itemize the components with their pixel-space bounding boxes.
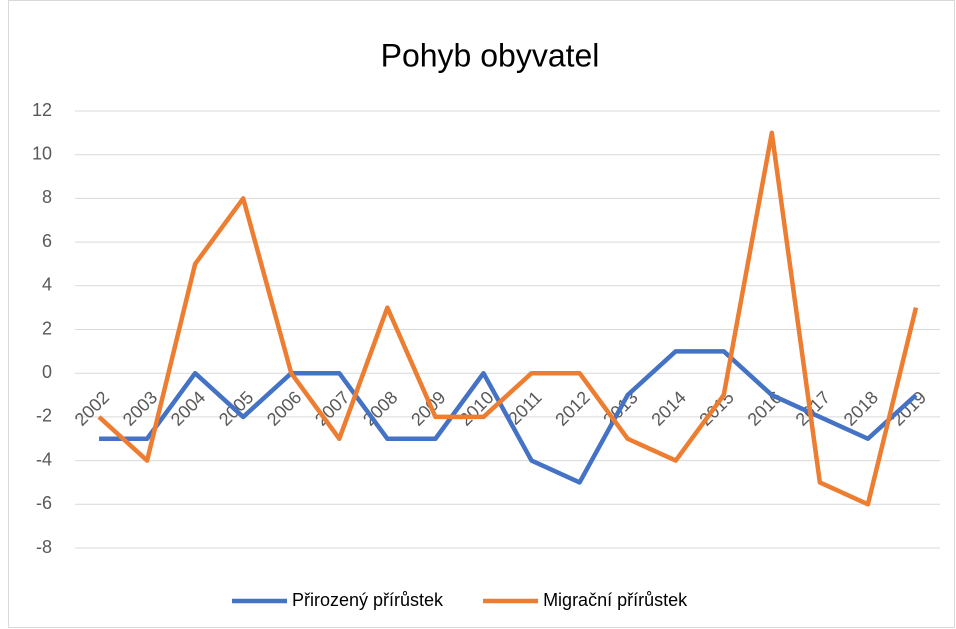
y-tick-label: 0 — [42, 362, 52, 382]
y-tick-label: 10 — [32, 143, 52, 163]
legend-label: Přirozený přírůstek — [292, 590, 444, 610]
legend-label: Migrační přírůstek — [543, 590, 688, 610]
y-tick-label: 6 — [42, 231, 52, 251]
chart-border — [8, 0, 955, 628]
y-tick-label: -8 — [36, 537, 52, 557]
chart-title: Pohyb obyvatel — [381, 37, 600, 73]
series-line — [99, 349, 918, 485]
y-tick-label: -4 — [36, 449, 52, 469]
y-tick-label: 8 — [42, 187, 52, 207]
y-tick-label: -2 — [36, 406, 52, 426]
y-tick-label: 2 — [42, 318, 52, 338]
series-line — [97, 130, 919, 507]
y-tick-label: 4 — [42, 275, 52, 295]
y-tick-label: -6 — [36, 493, 52, 513]
y-tick-label: 12 — [32, 100, 52, 120]
